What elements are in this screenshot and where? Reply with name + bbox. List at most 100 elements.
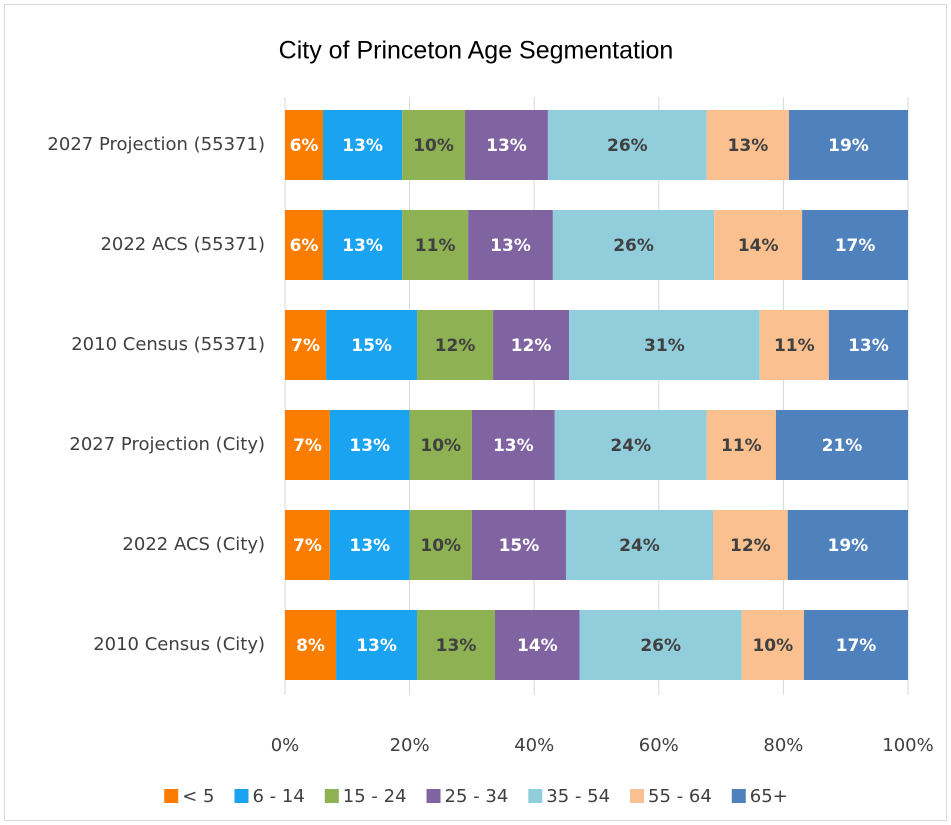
data-label: 10%: [752, 636, 793, 656]
legend-label: < 5: [182, 786, 214, 807]
bar-segment: [409, 410, 472, 480]
data-label: 21%: [822, 436, 863, 456]
bar-segment: [285, 310, 327, 380]
bar-segment: [706, 110, 790, 180]
bar-segment: [741, 610, 804, 680]
data-label: 24%: [610, 436, 651, 456]
data-label: 7%: [291, 336, 320, 356]
legend-label: 25 - 34: [445, 786, 509, 807]
bar-segment: [759, 310, 829, 380]
y-tick-label: 2027 Projection (City): [69, 434, 265, 455]
bar-segment: [789, 110, 908, 180]
legend-swatch: [234, 789, 249, 803]
bar-segment: [329, 410, 410, 480]
data-label: 17%: [835, 236, 876, 256]
bar-segment: [787, 510, 908, 580]
bar-segment: [706, 410, 776, 480]
data-label: 11%: [774, 336, 815, 356]
data-label: 7%: [293, 436, 322, 456]
bar-segment: [471, 410, 555, 480]
x-tick-label: 80%: [763, 735, 803, 756]
legend-label: 6 - 14: [252, 786, 304, 807]
bar-segment: [565, 510, 714, 580]
data-label: 6%: [290, 236, 319, 256]
bar-segment: [569, 310, 760, 380]
data-label: 13%: [349, 536, 390, 556]
bar-segment: [494, 610, 580, 680]
bar-segment: [409, 510, 472, 580]
bar-segment: [329, 510, 410, 580]
data-label: 15%: [499, 536, 540, 556]
x-tick-label: 0%: [271, 735, 300, 756]
data-label: 31%: [644, 336, 685, 356]
data-label: 13%: [848, 336, 889, 356]
bar-segment: [323, 210, 403, 280]
legend: < 5 6 - 14 15 - 24 25 - 34 35 - 54 55 - 64 65+: [164, 786, 788, 807]
data-label: 11%: [721, 436, 762, 456]
bar-segment: [579, 610, 742, 680]
bar-segment: [713, 510, 788, 580]
data-label: 7%: [293, 536, 322, 556]
bar-segment: [323, 110, 403, 180]
legend-label: 35 - 54: [546, 786, 610, 807]
data-label: 13%: [490, 236, 531, 256]
bar-segment: [285, 510, 330, 580]
legend-swatch: [731, 789, 746, 803]
bar-segment: [285, 610, 337, 680]
data-label: 12%: [511, 336, 552, 356]
data-label: 13%: [342, 236, 383, 256]
data-label: 11%: [415, 236, 456, 256]
data-label: 15%: [351, 336, 392, 356]
bar-segment: [493, 310, 570, 380]
bar-segment: [552, 210, 715, 280]
x-tick-label: 100%: [882, 735, 933, 756]
data-label: 26%: [613, 236, 654, 256]
y-tick-label: 2022 ACS (55371): [100, 234, 265, 255]
data-label: 19%: [828, 136, 869, 156]
data-label: 10%: [413, 136, 454, 156]
bar-segment: [802, 210, 908, 280]
data-label: 14%: [738, 236, 779, 256]
bar-segment: [803, 610, 908, 680]
chart-title: City of Princeton Age Segmentation: [279, 37, 674, 65]
y-tick-label: 2010 Census (City): [93, 634, 265, 655]
data-label: 24%: [619, 536, 660, 556]
data-label: 13%: [342, 136, 383, 156]
legend-swatch: [528, 789, 543, 803]
data-label: 14%: [517, 636, 558, 656]
legend-label: 15 - 24: [343, 786, 407, 807]
data-label: 13%: [356, 636, 397, 656]
data-label: 13%: [486, 136, 527, 156]
bar-segment: [547, 110, 707, 180]
x-tick-label: 40%: [514, 735, 554, 756]
data-label: 13%: [493, 436, 534, 456]
data-label: 12%: [435, 336, 476, 356]
data-label: 6%: [290, 136, 319, 156]
bar-segment: [471, 510, 566, 580]
x-tick-label: 60%: [639, 735, 679, 756]
data-label: 26%: [607, 136, 648, 156]
data-label: 10%: [420, 536, 461, 556]
data-label: 17%: [836, 636, 877, 656]
bar-segment: [468, 210, 553, 280]
data-label: 26%: [640, 636, 681, 656]
data-label: 12%: [730, 536, 771, 556]
bar-segment: [336, 610, 418, 680]
bar-segment: [417, 610, 495, 680]
bar-segment: [417, 310, 494, 380]
x-tick-label: 20%: [390, 735, 430, 756]
legend-swatch: [324, 789, 339, 803]
data-label: 13%: [349, 436, 390, 456]
data-label: 13%: [436, 636, 477, 656]
data-label: 19%: [828, 536, 869, 556]
bar-segment: [465, 110, 548, 180]
legend-swatch: [630, 789, 645, 803]
y-tick-label: 2010 Census (55371): [71, 334, 265, 355]
bar-segment: [554, 410, 707, 480]
bar-segment: [326, 310, 418, 380]
data-label: 10%: [420, 436, 461, 456]
bar-segment: [775, 410, 908, 480]
data-label: 13%: [728, 136, 769, 156]
bar-segment: [285, 410, 330, 480]
legend-label: 65+: [750, 786, 788, 807]
